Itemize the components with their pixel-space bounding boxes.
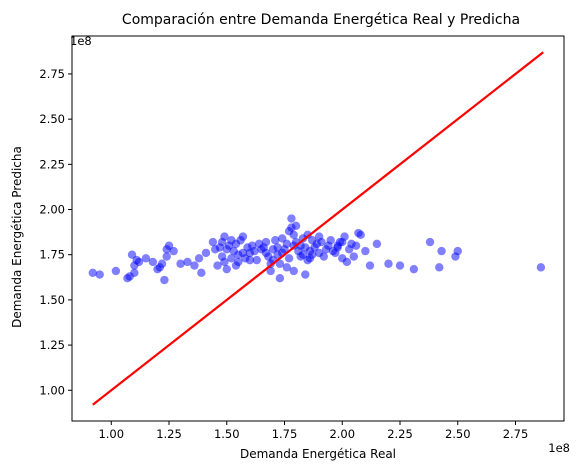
data-point xyxy=(287,223,296,232)
x-axis-label: Demanda Energética Real xyxy=(240,447,396,461)
data-point xyxy=(287,214,296,223)
data-point xyxy=(234,250,243,259)
data-point xyxy=(160,275,169,285)
data-point xyxy=(409,264,419,274)
y-tick-label: 1.25 xyxy=(39,338,65,352)
data-point xyxy=(220,257,229,267)
x-tick-label: 1.50 xyxy=(214,427,240,441)
data-point xyxy=(536,263,546,272)
data-point xyxy=(356,230,365,240)
data-point xyxy=(234,257,243,267)
data-point xyxy=(111,266,121,276)
x-tick-label: 1.25 xyxy=(156,427,182,441)
data-point xyxy=(361,246,370,256)
data-point xyxy=(275,259,285,268)
data-point xyxy=(194,254,204,263)
data-point xyxy=(208,237,218,247)
data-point xyxy=(338,237,347,247)
data-point xyxy=(437,246,446,256)
y-tick-label: 1.00 xyxy=(39,383,65,397)
data-point xyxy=(162,252,171,261)
chart-title: Comparación entre Demanda Energética Rea… xyxy=(122,12,520,28)
plot-area: 1.00 1.25 1.50 1.75 2.00 2.25 2.50 2.75 1.00 1.25… xyxy=(39,35,565,441)
y-axis-label: Demanda Energética Predicha xyxy=(10,146,24,328)
data-point xyxy=(134,257,144,267)
data-point xyxy=(190,261,199,270)
data-point xyxy=(435,263,444,272)
data-point xyxy=(213,261,222,270)
data-point xyxy=(250,246,259,256)
data-point xyxy=(130,268,139,277)
data-point xyxy=(351,241,361,250)
data-point xyxy=(282,239,292,249)
data-point xyxy=(305,254,315,263)
y-tick-label: 1.50 xyxy=(39,293,65,307)
y-tick-label: 2.25 xyxy=(39,157,65,171)
data-point xyxy=(284,254,294,263)
data-point xyxy=(317,237,326,247)
data-point xyxy=(95,270,104,279)
x-tick-label: 2.00 xyxy=(329,427,355,441)
data-point xyxy=(372,239,382,249)
data-point xyxy=(169,246,178,256)
data-point xyxy=(319,252,328,261)
data-point xyxy=(282,263,292,272)
data-point xyxy=(275,274,285,283)
data-point xyxy=(227,236,236,245)
data-point xyxy=(289,266,298,276)
data-point xyxy=(365,261,375,270)
data-point xyxy=(176,259,185,268)
data-point xyxy=(289,230,298,240)
data-point xyxy=(238,232,248,241)
data-point xyxy=(245,255,255,265)
data-point xyxy=(301,270,310,279)
y-tick-label: 2.75 xyxy=(39,67,65,81)
data-point xyxy=(201,248,211,258)
data-point xyxy=(197,268,206,277)
data-point xyxy=(453,246,462,256)
data-point xyxy=(157,259,167,268)
y-tick-label: 2.50 xyxy=(39,112,65,126)
y-tick-label: 1.75 xyxy=(39,248,65,262)
data-point xyxy=(271,236,280,245)
data-point xyxy=(349,252,359,261)
x-tick-label: 2.50 xyxy=(445,427,471,441)
data-point xyxy=(252,255,261,265)
data-point xyxy=(222,264,231,274)
data-point xyxy=(148,257,158,267)
x-tick-label: 1.75 xyxy=(272,427,298,441)
y-tick-label: 2.00 xyxy=(39,203,65,217)
x-offset-label: 1e8 xyxy=(548,441,570,455)
data-point xyxy=(227,254,236,263)
axes-frame xyxy=(71,35,565,422)
data-point xyxy=(384,259,393,268)
data-point xyxy=(261,237,271,247)
data-point xyxy=(183,257,192,267)
y-offset-label: 1e8 xyxy=(70,34,92,48)
data-point xyxy=(211,245,220,254)
x-tick-label: 2.75 xyxy=(503,427,529,441)
data-point xyxy=(395,261,405,270)
data-point xyxy=(266,266,275,276)
data-point xyxy=(342,257,352,267)
x-tick-label: 1.00 xyxy=(98,427,124,441)
x-tick-label: 2.25 xyxy=(387,427,413,441)
data-point xyxy=(326,236,335,245)
data-point xyxy=(141,254,151,263)
data-point xyxy=(220,232,229,241)
data-point xyxy=(425,237,435,247)
reference-line xyxy=(92,51,544,406)
data-point xyxy=(88,268,97,277)
